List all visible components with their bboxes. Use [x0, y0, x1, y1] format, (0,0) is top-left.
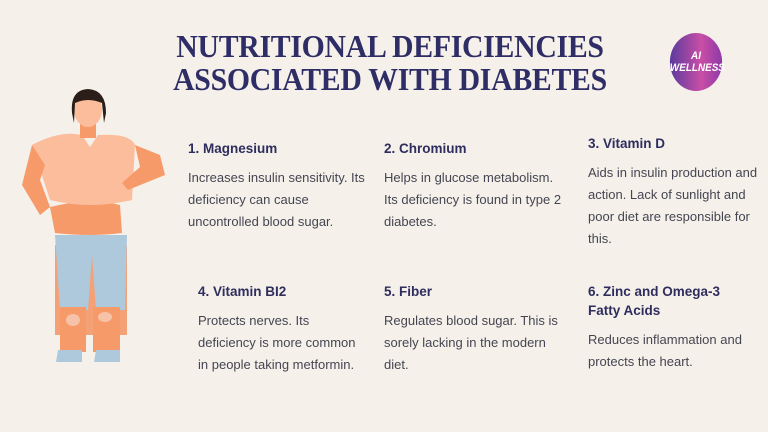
item-vitamin-b12: 4. Vitamin BI2 Protects nerves. Its defi… — [198, 284, 356, 372]
item-fiber: 5. Fiber Regulates blood sugar. This is … — [384, 284, 558, 372]
ai-wellness-logo: AI WELLNESS — [669, 33, 725, 91]
item-vitamin-d: 3. Vitamin D Aids in insulin production … — [588, 136, 758, 246]
item-chromium: 2. Chromium Helps in glucose metabolism.… — [384, 141, 562, 229]
page-title: NUTRITIONAL DEFICIENCIES ASSOCIATED WITH… — [173, 28, 607, 97]
woman-illustration — [22, 89, 165, 362]
item-magnesium: 1. Magnesium Increases insulin sensitivi… — [188, 141, 365, 229]
item-zinc-omega3: 6. Zinc and Omega-3 Fatty Acids Reduces … — [588, 284, 742, 369]
